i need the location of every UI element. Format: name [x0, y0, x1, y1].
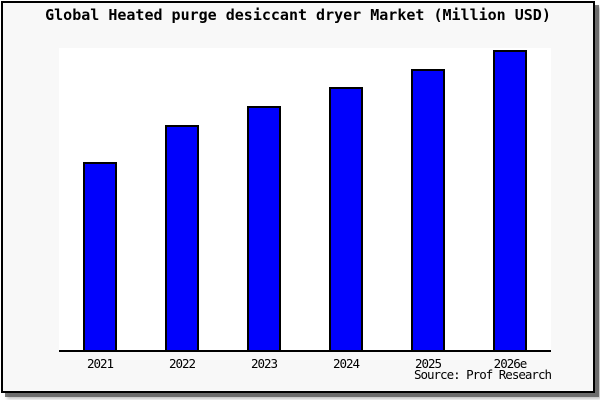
plot-area [59, 48, 551, 352]
x-tick-2026e: 2026e [493, 356, 528, 371]
x-tick-2025: 2025 [414, 356, 442, 371]
x-tick-2021: 2021 [86, 356, 114, 371]
bar-2024 [329, 87, 363, 350]
bar-2023 [247, 106, 281, 350]
chart-title: Global Heated purge desiccant dryer Mark… [45, 6, 551, 24]
x-tick-2023: 2023 [250, 356, 278, 371]
source-credit: Source: Prof Research [413, 367, 552, 382]
x-tick-2022: 2022 [168, 356, 196, 371]
bar-2026e [493, 50, 527, 350]
bar-2021 [83, 162, 117, 350]
x-tick-2024: 2024 [332, 356, 360, 371]
x-axis-labels: 2021 2022 2023 2024 2025 2026e [59, 356, 551, 372]
bar-2025 [411, 69, 445, 350]
chart-frame: Global Heated purge desiccant dryer Mark… [1, 1, 595, 393]
bar-2022 [165, 125, 199, 350]
